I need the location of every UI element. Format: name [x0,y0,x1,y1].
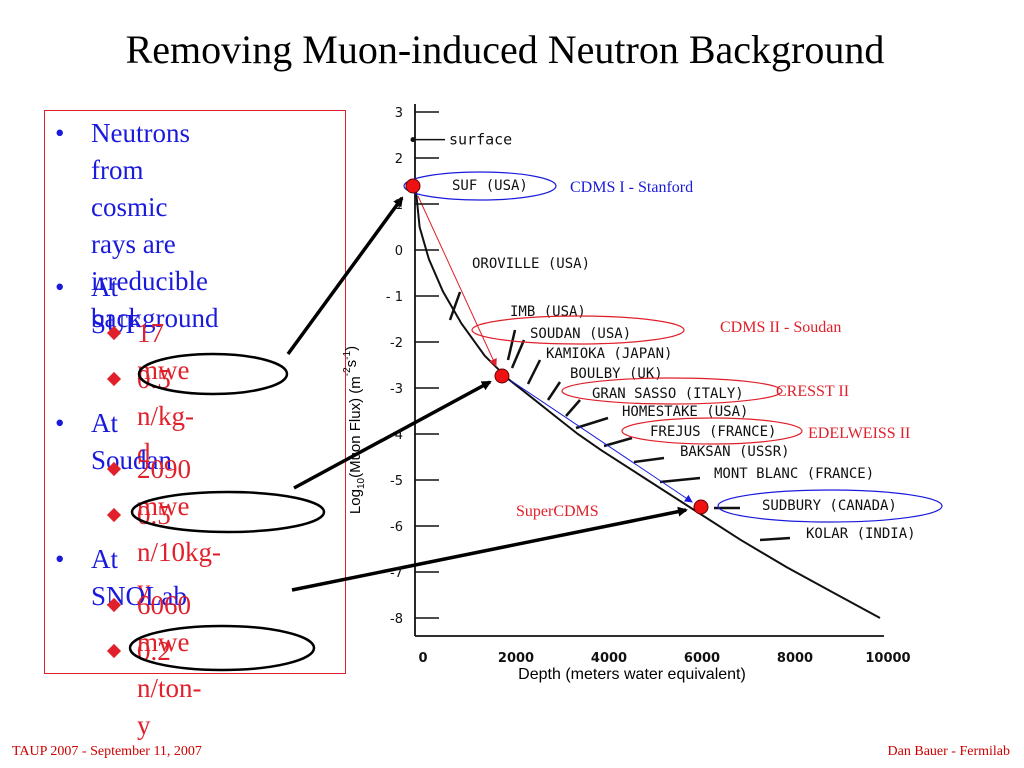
site-label: SUF (USA) [452,178,528,194]
experiment-annotation: CDMS I - Stanford [570,179,693,196]
y-tick-label: -5 [390,474,403,489]
sub-bullet-text: 17 mwe [137,318,190,385]
highlight-ellipse [561,377,783,405]
bullet-dot-icon: • [55,272,65,302]
black-arrow [293,380,492,490]
bullet-text: Neutrons from cosmic rays are irreducibl… [91,118,219,333]
site-leader [510,339,526,369]
site-label: FREJUS (FRANCE) [650,424,776,440]
y-tick-label: 1 [395,198,403,213]
site-leader [565,399,581,417]
bullet-dot-icon: • [55,408,65,438]
y-tick-label: - 1 [386,290,403,305]
black-arrow [291,506,688,592]
y-tick-label: 3 [395,106,403,121]
red-arrow [417,195,497,367]
site-label: SUDBURY (CANADA) [762,498,897,514]
site-leader [506,329,517,361]
site-leader [759,536,791,542]
highlight-ellipse [717,489,943,523]
y-axis-label: Log10(Muon Flux) (m-2s-1) [342,346,367,514]
x-tick-label: 0 [418,651,427,666]
y-tick-label: 0 [395,244,403,259]
experiment-marker [405,178,421,194]
bullet-text: At Soudan [91,408,172,475]
y-tick-label: -8 [390,612,403,627]
black-arrow [286,196,404,356]
circled-value-ellipse [130,490,326,534]
site-label: HOMESTAKE (USA) [622,404,748,420]
slide-title: Removing Muon-induced Neutron Background [125,27,885,72]
experiment-marker [693,499,709,515]
y-tick-label: -6 [390,520,403,535]
circled-value-ellipse [137,352,289,396]
x-tick-label: 10000 [865,651,910,666]
site-leader [526,359,542,385]
x-tick-label: 6000 [684,651,720,666]
sub-bullet-text: 6060 mwe [137,590,191,657]
x-tick-label: 4000 [591,651,627,666]
experiment-annotation: SuperCDMS [516,503,599,520]
bullet-box: • Neutrons from cosmic rays are irreduci… [44,110,346,740]
y-tick-label: -2 [390,336,403,351]
experiment-marker [494,368,510,384]
y-tick-label: -7 [390,566,403,581]
site-leader [633,456,665,464]
site-label: MONT BLANC (FRANCE) [714,466,874,482]
bullet-dot-icon: • [55,544,65,574]
site-leader [448,291,462,321]
y-tick-label: -4 [390,428,403,443]
x-tick-label: 2000 [498,651,534,666]
highlight-ellipse [471,315,685,345]
y-tick-label: -3 [390,382,403,397]
y-tick-label: 2 [395,152,403,167]
footer-left: TAUP 2007 - September 11, 2007 [12,744,202,759]
site-leader [659,476,701,484]
surface-label: surface [449,131,512,149]
highlight-ellipse [403,171,557,201]
highlight-ellipse [621,417,803,445]
bullet-dot-icon: • [55,118,65,148]
site-label: SOUDAN (USA) [530,326,631,342]
site-leader [546,381,562,401]
surface-marker [410,137,416,143]
site-label: BAKSAN (USSR) [680,444,790,460]
experiment-annotation: CRESST II [776,383,849,400]
site-leader [603,436,633,448]
sub-bullet-text: 0.2 n/ton-y [137,636,202,740]
blue-arrow [509,379,693,503]
experiment-annotation: CDMS II - Soudan [720,319,841,336]
muon-flux-curve [414,180,881,619]
site-leader [575,416,609,430]
footer-right: Dan Bauer - Fermilab [887,744,1010,759]
site-label: OROVILLE (USA) [472,256,590,272]
circled-value-ellipse [128,624,316,672]
site-label: GRAN SASSO (ITALY) [592,386,744,402]
experiment-annotation: EDELWEISS II [808,425,910,442]
site-label: KOLAR (INDIA) [806,526,916,542]
x-tick-label: 8000 [777,651,813,666]
site-label: KAMIOKA (JAPAN) [546,346,672,362]
x-axis-label: Depth (meters water equivalent) [518,666,746,683]
